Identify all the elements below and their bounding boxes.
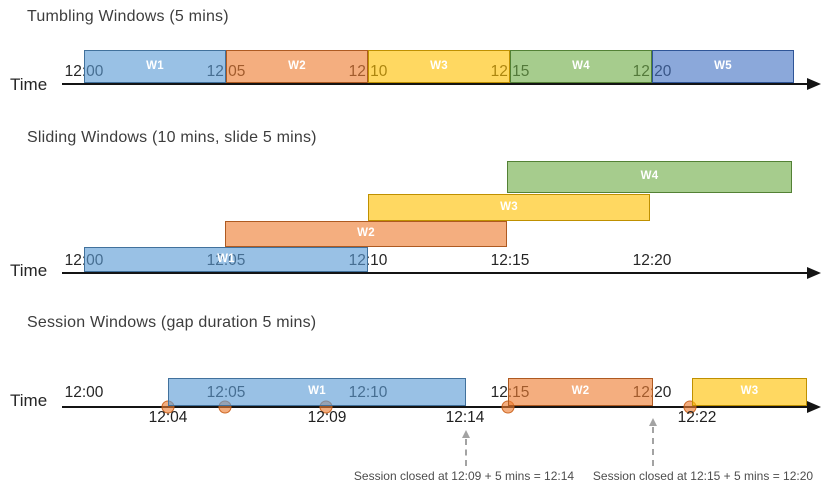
session-close-arrowhead: [461, 430, 470, 438]
window-label: W2: [288, 59, 306, 72]
timeline-arrowhead-tumbling: [807, 78, 821, 90]
tick-label-sliding: 12:20: [632, 252, 672, 269]
window-label: W2: [571, 385, 590, 398]
sliding-window-w4: W4: [507, 161, 792, 193]
timeline-session: [62, 406, 808, 408]
session-window-w2: W2: [508, 378, 653, 406]
window-label: W4: [640, 170, 659, 183]
sliding-window-w2: W2: [225, 221, 507, 247]
session-close-arrow-stem: [652, 427, 654, 466]
tumbling-window-w1: W1: [84, 50, 226, 83]
tumbling-window-w2: W2: [226, 50, 368, 83]
tumbling-window-w3: W3: [368, 50, 510, 83]
timeline-sliding: [62, 272, 808, 274]
window-label: W2: [357, 227, 375, 240]
timeline-tumbling: [62, 83, 808, 85]
timeline-arrowhead-session: [807, 401, 821, 413]
section-title-tumbling: Tumbling Windows (5 mins): [27, 8, 229, 25]
session-close-arrowhead: [648, 418, 657, 426]
sliding-window-w3: W3: [368, 194, 650, 221]
event-time-label-1222: 12:22: [677, 409, 717, 426]
window-label: W3: [740, 385, 759, 398]
event-time-label-1214: 12:14: [445, 409, 485, 426]
window-label: W5: [714, 59, 732, 72]
time-axis-label-tumbling: Time: [10, 75, 48, 94]
window-label: W4: [572, 59, 590, 72]
window-label: W1: [217, 252, 235, 265]
timeline-arrowhead-sliding: [807, 267, 821, 279]
session-close-arrow-stem: [465, 439, 467, 466]
event-time-label-1204: 12:04: [148, 409, 188, 426]
event-time-label-1209: 12:09: [307, 409, 347, 426]
sliding-window-w1: W1: [84, 247, 368, 272]
window-label: W3: [430, 59, 448, 72]
session-close-caption: Session closed at 12:09 + 5 mins = 12:14: [353, 469, 575, 483]
session-window-w3: W3: [692, 378, 807, 406]
session-window-w1: W1: [168, 378, 466, 406]
window-label: W1: [146, 59, 164, 72]
time-axis-label-session: Time: [10, 391, 48, 410]
tumbling-window-w5: W5: [652, 50, 794, 83]
window-label: W1: [308, 385, 326, 398]
time-axis-label-sliding: Time: [10, 261, 48, 280]
window-label: W3: [500, 200, 518, 213]
tumbling-window-w4: W4: [510, 50, 652, 83]
tick-label-sliding: 12:15: [490, 252, 530, 269]
tick-label-session: 12:00: [64, 384, 104, 401]
section-title-sliding: Sliding Windows (10 mins, slide 5 mins): [27, 129, 317, 146]
session-close-caption: Session closed at 12:15 + 5 mins = 12:20: [592, 469, 814, 483]
section-title-session: Session Windows (gap duration 5 mins): [27, 314, 317, 331]
